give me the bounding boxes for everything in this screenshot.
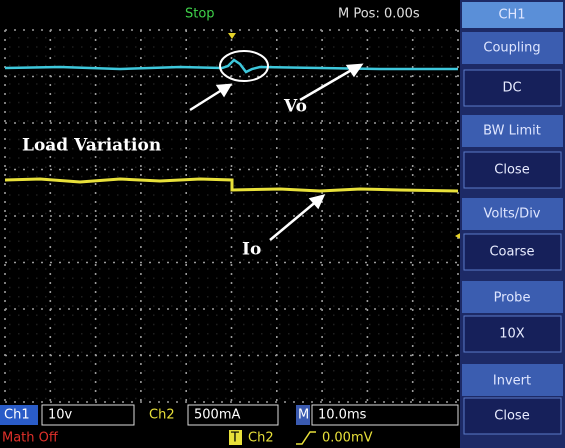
vo-label: Vo <box>283 97 307 117</box>
menu-label: Probe <box>494 291 531 306</box>
menu-item[interactable]: Probe 10X <box>462 281 563 352</box>
menu-value: Coarse <box>489 245 534 260</box>
timebase: 10.0ms <box>318 408 367 423</box>
menu-value: Close <box>494 409 529 424</box>
menu-item[interactable]: Invert Close <box>462 364 563 434</box>
menu-label: Volts/Div <box>483 207 540 222</box>
menu-title: CH1 <box>498 8 525 23</box>
load-variation-label: Load Variation <box>22 136 161 156</box>
ch1-scale: 10v <box>48 408 73 423</box>
menu-label: Invert <box>493 374 531 389</box>
graticule <box>5 30 458 402</box>
trigger-level: 0.00mV <box>322 431 373 446</box>
ch2-scale: 500mA <box>194 408 240 423</box>
menu-value: Close <box>494 163 529 178</box>
trigger-source: Ch2 <box>248 431 274 446</box>
m-label: M <box>298 408 309 423</box>
menu-label: Coupling <box>483 41 540 56</box>
menu-value: DC <box>502 81 521 96</box>
menu-label: BW Limit <box>483 124 541 139</box>
menu-item[interactable]: Volts/Div Coarse <box>462 198 563 270</box>
math-status: Math Off <box>2 431 59 446</box>
scope-screen: Stop M Pos: 0.00s Load Variation Vo Io <box>0 0 565 448</box>
ch2-label: Ch2 <box>149 408 175 423</box>
menu-item[interactable]: BW Limit Close <box>462 115 563 188</box>
io-label: Io <box>242 240 261 260</box>
ch1-label: Ch1 <box>4 408 30 423</box>
menu-value: 10X <box>499 327 525 342</box>
run-status: Stop <box>185 7 215 22</box>
position: M Pos: 0.00s <box>338 7 420 22</box>
trigger-label: T <box>230 431 239 446</box>
